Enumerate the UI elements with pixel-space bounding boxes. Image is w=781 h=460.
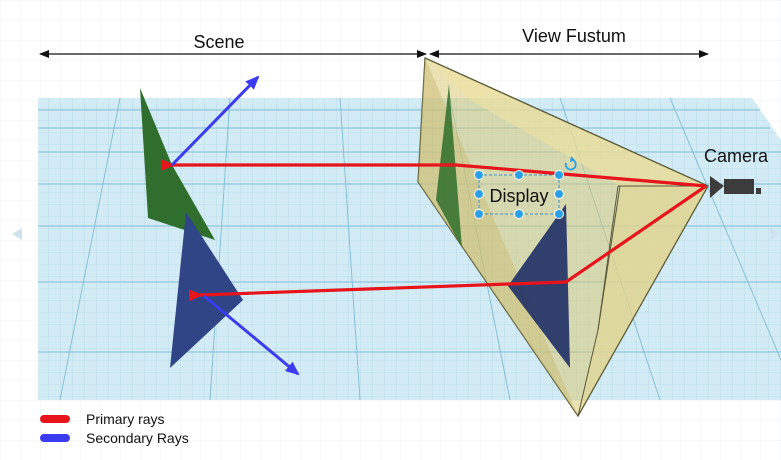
left-scroll-icon[interactable] xyxy=(12,228,22,240)
right-scroll-icon[interactable] xyxy=(770,228,780,240)
primary-ray-green xyxy=(161,159,707,188)
resize-handle[interactable] xyxy=(474,209,484,219)
blue-triangle-projection xyxy=(508,204,570,368)
rotate-icon[interactable] xyxy=(564,156,577,171)
resize-handle[interactable] xyxy=(554,209,564,219)
legend-swatch-secondary xyxy=(40,434,70,442)
display-label: Display xyxy=(489,186,548,206)
resize-handle[interactable] xyxy=(474,170,484,180)
view-frustum-label: View Fustum xyxy=(522,26,626,46)
resize-handle[interactable] xyxy=(554,170,564,180)
legend-label-secondary: Secondary Rays xyxy=(86,430,189,446)
scene-label: Scene xyxy=(193,32,244,52)
resize-handle[interactable] xyxy=(514,209,524,219)
resize-handle[interactable] xyxy=(554,189,564,199)
secondary-ray-blue xyxy=(203,294,300,376)
camera-label: Camera xyxy=(704,146,769,166)
primary-ray-blue xyxy=(188,184,707,302)
blue-triangle xyxy=(170,212,243,368)
secondary-ray-green xyxy=(170,75,260,167)
resize-handle[interactable] xyxy=(514,170,524,180)
resize-handle[interactable] xyxy=(474,189,484,199)
legend-swatch-primary xyxy=(40,415,70,423)
legend-label-primary: Primary rays xyxy=(86,411,165,427)
camera-icon xyxy=(710,176,761,198)
legend: Primary rays Secondary Rays xyxy=(40,411,189,446)
display-selection[interactable]: Display xyxy=(474,156,577,219)
green-triangle xyxy=(140,88,215,240)
